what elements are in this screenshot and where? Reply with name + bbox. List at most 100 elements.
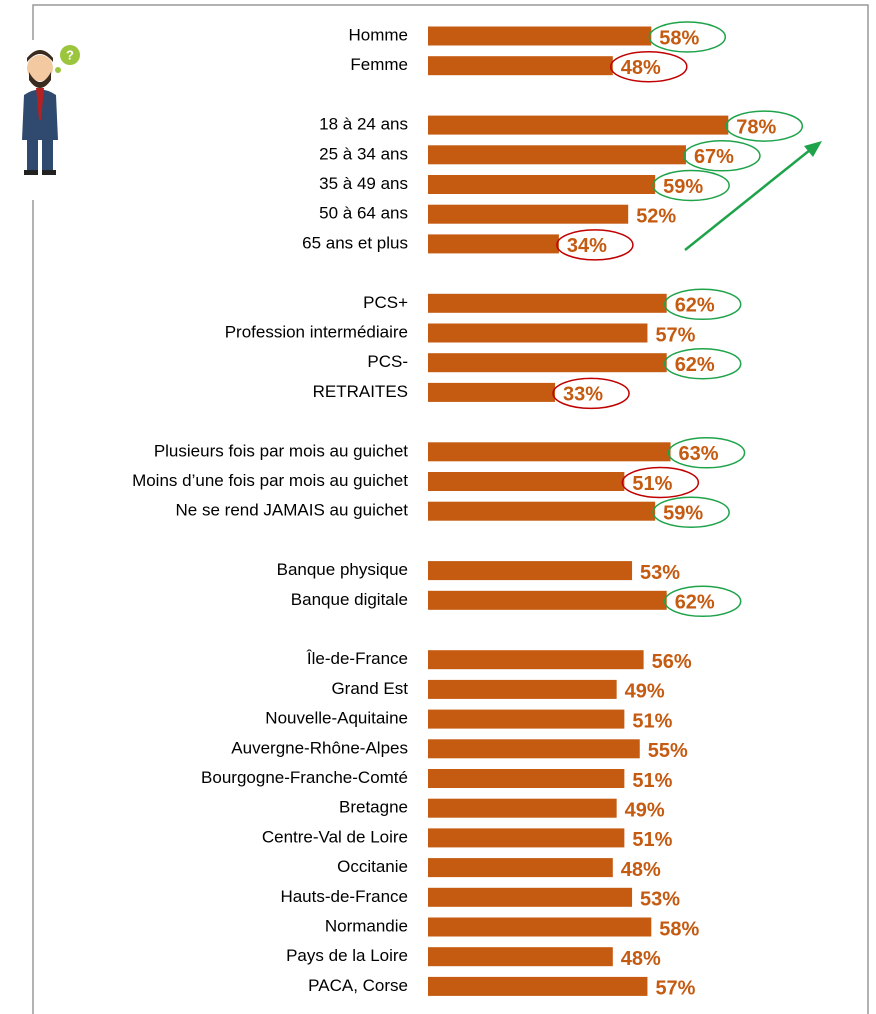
category-label: Auvergne-Rhône-Alpes xyxy=(231,738,408,757)
category-label: Hauts-de-France xyxy=(280,887,408,906)
value-label: 51% xyxy=(632,473,672,495)
bar xyxy=(428,679,617,699)
category-label: Pays de la Loire xyxy=(286,946,408,965)
bar xyxy=(428,650,644,670)
bar xyxy=(428,739,640,759)
frame xyxy=(32,4,869,1014)
highlight-circle xyxy=(663,288,742,321)
category-label: Moins d’une fois par mois au guichet xyxy=(132,471,408,490)
value-label: 58% xyxy=(659,918,699,940)
value-label: 53% xyxy=(640,889,680,911)
value-label: 59% xyxy=(663,176,703,198)
category-label: PACA, Corse xyxy=(308,976,408,995)
category-label: Île-de-France xyxy=(306,649,408,668)
value-label: 62% xyxy=(675,295,715,317)
category-label: RETRAITES xyxy=(313,382,408,401)
value-label: 53% xyxy=(640,562,680,584)
value-label: 51% xyxy=(632,829,672,851)
value-label: 49% xyxy=(625,799,665,821)
bar xyxy=(428,947,613,967)
value-label: 67% xyxy=(694,146,734,168)
bar xyxy=(428,917,652,937)
bar xyxy=(428,472,625,491)
value-label: 78% xyxy=(736,116,776,138)
category-label: PCS+ xyxy=(363,293,408,312)
value-label: 57% xyxy=(655,324,695,346)
bar xyxy=(428,293,667,313)
category-label: Bourgogne-Franche-Comté xyxy=(201,768,408,787)
character-illustration: ? xyxy=(22,45,80,175)
category-label: PCS- xyxy=(367,352,408,371)
value-label: 57% xyxy=(655,978,695,1000)
category-label: 18 à 24 ans xyxy=(319,115,408,134)
value-label: 51% xyxy=(632,770,672,792)
value-label: 48% xyxy=(621,859,661,881)
bar xyxy=(428,709,625,729)
bar xyxy=(428,175,656,194)
category-label: Femme xyxy=(350,55,408,74)
value-label: 33% xyxy=(563,384,603,406)
highlight-circle xyxy=(663,347,742,380)
bar xyxy=(428,442,671,462)
value-label: 59% xyxy=(663,502,703,524)
highlight-circle xyxy=(652,496,730,528)
bar xyxy=(428,115,729,135)
bar xyxy=(428,323,648,343)
value-label: 52% xyxy=(636,205,676,227)
category-label: 25 à 34 ans xyxy=(319,144,408,163)
bar xyxy=(428,590,667,610)
bar xyxy=(428,769,625,788)
category-label: Occitanie xyxy=(337,857,408,876)
bar xyxy=(428,828,625,848)
category-label: Centre-Val de Loire xyxy=(262,827,408,846)
trend-arrow xyxy=(684,141,822,251)
bar xyxy=(428,976,648,996)
highlight-circle xyxy=(552,377,630,410)
highlight-circle xyxy=(663,585,742,618)
category-label: 50 à 64 ans xyxy=(319,204,408,223)
value-label: 62% xyxy=(675,354,715,376)
value-label: 34% xyxy=(567,235,607,257)
bar xyxy=(428,353,667,373)
highlight-circle xyxy=(683,140,761,172)
value-label: 48% xyxy=(621,948,661,970)
category-label: 35 à 49 ans xyxy=(319,174,408,193)
category-label: Ne se rend JAMAIS au guichet xyxy=(176,501,409,520)
bar xyxy=(428,234,559,254)
category-label: Banque digitale xyxy=(291,590,408,609)
highlight-circle xyxy=(725,110,804,142)
bar xyxy=(428,145,686,165)
value-label: 48% xyxy=(621,57,661,79)
category-label: Banque physique xyxy=(277,560,408,579)
highlight-circle xyxy=(648,21,727,53)
value-label: 58% xyxy=(659,27,699,49)
highlight-circle xyxy=(621,466,700,499)
highlight-circle xyxy=(652,169,730,202)
category-label: Plusieurs fois par mois au guichet xyxy=(154,441,408,460)
bar xyxy=(428,382,556,402)
category-label: 65 ans et plus xyxy=(302,233,408,252)
bar xyxy=(428,56,613,76)
bar xyxy=(428,858,613,878)
highlight-circle xyxy=(610,50,688,83)
value-label: 56% xyxy=(652,651,692,673)
value-label: 63% xyxy=(679,443,719,465)
bar xyxy=(428,561,633,581)
bar xyxy=(428,26,652,46)
highlight-circle xyxy=(667,437,746,469)
category-label: Grand Est xyxy=(331,679,408,698)
bar xyxy=(428,501,656,521)
highlight-circle xyxy=(556,229,634,261)
category-label: Profession intermédiaire xyxy=(225,322,408,341)
category-label: Bretagne xyxy=(339,798,408,817)
category-label: Homme xyxy=(348,25,408,44)
value-label: 51% xyxy=(632,710,672,732)
bar xyxy=(428,798,617,818)
value-label: 49% xyxy=(625,681,665,703)
bar xyxy=(428,204,629,224)
value-label: 55% xyxy=(648,740,688,762)
value-label: 62% xyxy=(675,592,715,614)
bar xyxy=(428,887,633,907)
category-label: Normandie xyxy=(325,916,408,935)
